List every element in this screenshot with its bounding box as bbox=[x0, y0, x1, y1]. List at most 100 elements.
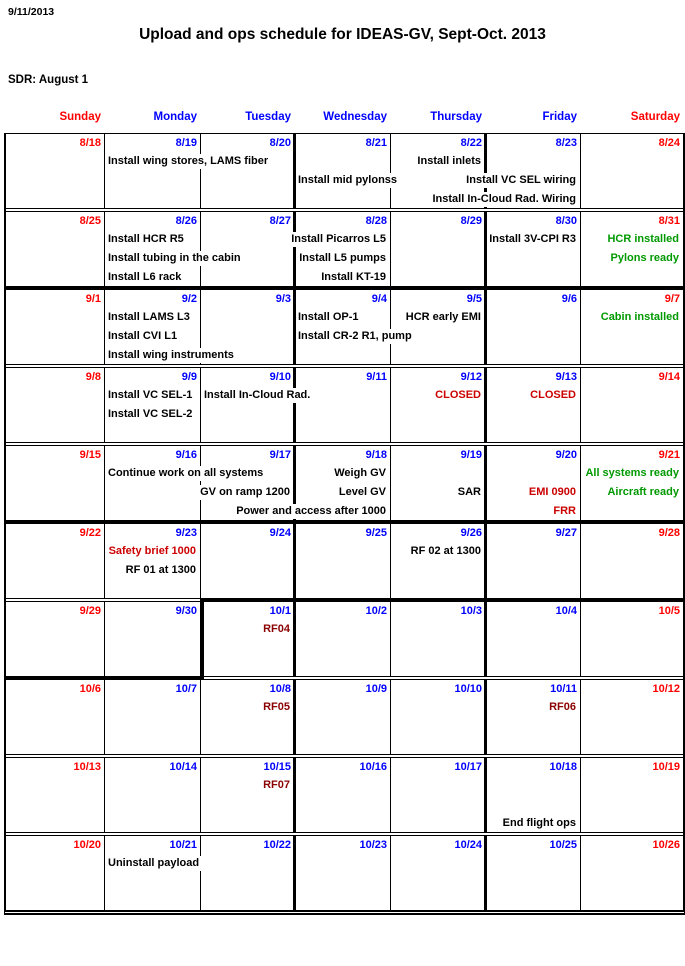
day-header-sunday: Sunday bbox=[59, 111, 101, 123]
grid-line bbox=[580, 680, 581, 754]
event-label: Install CR-2 R1, pump bbox=[296, 329, 414, 344]
day-header-saturday: Saturday bbox=[630, 111, 680, 123]
grid-line bbox=[390, 524, 391, 598]
date-label: 10/2 bbox=[365, 605, 387, 617]
grid-line bbox=[104, 134, 105, 208]
date-label: 9/28 bbox=[658, 527, 680, 539]
calendar-week-row: 9/22 9/23 9/24 9/25 9/26 9/27 9/28 Safety brief… bbox=[6, 524, 683, 598]
calendar-week-row: 8/18 8/19 8/20 8/21 8/22 8/23 8/24 Install wing… bbox=[6, 134, 683, 208]
grid-line bbox=[104, 212, 105, 286]
grid-line bbox=[390, 212, 391, 286]
grid-line bbox=[293, 758, 296, 832]
date-label: 9/2 bbox=[181, 293, 197, 305]
grid-line bbox=[293, 368, 296, 442]
event-label: HCR installed bbox=[605, 232, 681, 247]
event-label: Install CVI L1 bbox=[106, 329, 180, 344]
date-label: 9/14 bbox=[658, 371, 680, 383]
day-header-monday: Monday bbox=[153, 111, 197, 123]
event-label: RF06 bbox=[547, 700, 578, 715]
event-label: SAR bbox=[455, 485, 483, 500]
date-label: 10/23 bbox=[359, 839, 387, 851]
event-label: HCR early EMI bbox=[403, 310, 483, 325]
grid-line bbox=[104, 524, 105, 598]
grid-line bbox=[293, 602, 296, 676]
date-label: 9/5 bbox=[466, 293, 482, 305]
date-label: 9/22 bbox=[79, 527, 101, 539]
grid-line bbox=[200, 446, 201, 520]
date-label: 8/22 bbox=[460, 137, 482, 149]
day-header-friday: Friday bbox=[542, 111, 577, 123]
event-label: Level GV bbox=[336, 485, 388, 500]
calendar-week-row: 10/20 10/21 10/22 10/23 10/24 10/25 10/26 Unins… bbox=[6, 836, 683, 910]
date-label: 8/24 bbox=[658, 137, 680, 149]
calendar-week-row: 9/15 9/16 9/17 9/18 9/19 9/20 9/21 Continue wor… bbox=[6, 446, 683, 520]
event-label: Install Picarros L5 bbox=[289, 232, 388, 247]
event-label: Uninstall payload bbox=[106, 856, 202, 871]
event-label: Install L5 pumps bbox=[297, 251, 388, 266]
event-label: All systems ready bbox=[583, 466, 681, 481]
date-label: 10/22 bbox=[263, 839, 291, 851]
grid-line bbox=[104, 368, 105, 442]
event-label: Install wing stores, LAMS fiber bbox=[106, 154, 271, 169]
date-label: 9/18 bbox=[365, 449, 387, 461]
date-label: 10/16 bbox=[359, 761, 387, 773]
date-label: 10/3 bbox=[460, 605, 482, 617]
event-label: CLOSED bbox=[433, 388, 483, 403]
date-label: 9/1 bbox=[85, 293, 101, 305]
grid-line bbox=[104, 680, 105, 754]
grid-line bbox=[293, 212, 296, 286]
grid-line bbox=[6, 442, 683, 446]
grid-line bbox=[200, 368, 201, 442]
grid-line bbox=[484, 680, 487, 754]
event-label: Install OP-1 bbox=[296, 310, 361, 325]
week-separator bbox=[6, 364, 683, 368]
date-label: 9/29 bbox=[79, 605, 101, 617]
calendar-week-row: 10/6 10/7 10/8 10/9 10/10 10/11 10/12 RF05 RF06 bbox=[6, 680, 683, 754]
event-label: Continue work on all systems bbox=[106, 466, 266, 481]
event-label: Install tubing in the cabin bbox=[106, 251, 243, 266]
grid-line bbox=[293, 836, 296, 910]
grid-line bbox=[200, 602, 204, 676]
date-label: 8/29 bbox=[460, 215, 482, 227]
grid-line bbox=[484, 368, 487, 442]
date-label: 10/1 bbox=[269, 605, 291, 617]
grid-line bbox=[293, 680, 296, 754]
event-label: Safety brief 1000 bbox=[106, 544, 198, 559]
event-label: Weigh GV bbox=[332, 466, 388, 481]
date-label: 10/20 bbox=[73, 839, 101, 851]
grid-line bbox=[484, 446, 487, 520]
date-label: 8/18 bbox=[79, 137, 101, 149]
date-label: 9/26 bbox=[460, 527, 482, 539]
grid-line bbox=[390, 836, 391, 910]
date-label: 9/6 bbox=[561, 293, 577, 305]
grid-line bbox=[390, 602, 391, 676]
grid-line bbox=[104, 836, 105, 910]
grid-line bbox=[484, 524, 487, 598]
date-label: 9/21 bbox=[658, 449, 680, 461]
page-title: Upload and ops schedule for IDEAS-GV, Se… bbox=[139, 26, 546, 43]
date-label: 9/10 bbox=[269, 371, 291, 383]
event-label: Cabin installed bbox=[598, 310, 681, 325]
week-separator bbox=[6, 832, 683, 836]
grid-line bbox=[580, 758, 581, 832]
grid-line bbox=[200, 290, 201, 364]
grid-line bbox=[293, 134, 296, 208]
date-label: 10/26 bbox=[652, 839, 680, 851]
week-separator bbox=[6, 754, 683, 758]
date-label: 10/15 bbox=[263, 761, 291, 773]
grid-line bbox=[390, 368, 391, 442]
grid-line bbox=[390, 290, 391, 364]
date-label: 10/9 bbox=[365, 683, 387, 695]
document-date: 9/11/2013 bbox=[8, 6, 55, 18]
date-label: 10/6 bbox=[79, 683, 101, 695]
event-label: Install 3V-CPI R3 bbox=[487, 232, 578, 247]
date-label: 9/17 bbox=[269, 449, 291, 461]
date-label: 9/15 bbox=[79, 449, 101, 461]
grid-line bbox=[293, 290, 296, 364]
week-separator bbox=[6, 286, 683, 290]
sdr-milestone-note: SDR: August 1 bbox=[8, 74, 89, 86]
grid-line bbox=[6, 520, 683, 524]
date-label: 10/8 bbox=[269, 683, 291, 695]
date-label: 10/18 bbox=[549, 761, 577, 773]
grid-line bbox=[390, 134, 391, 208]
